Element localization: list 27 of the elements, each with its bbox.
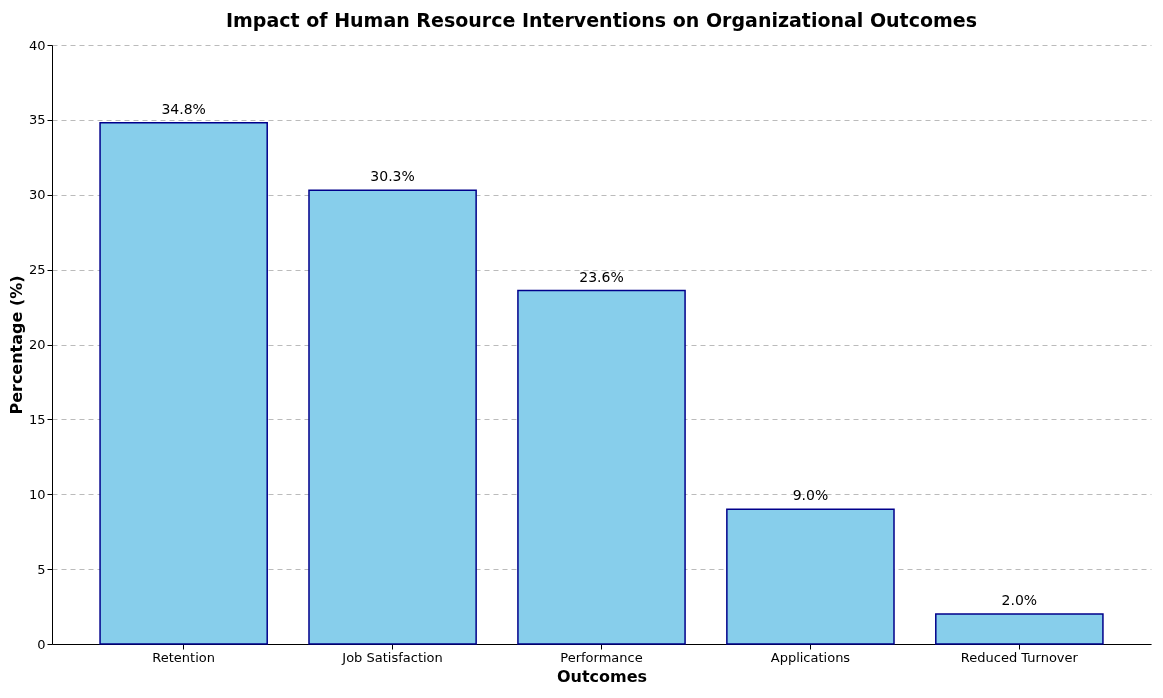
y-tick-label: 30 <box>28 187 46 203</box>
data-label: 9.0% <box>792 487 829 504</box>
y-tick-label: 10 <box>28 486 46 502</box>
bar <box>99 122 268 645</box>
data-label: 2.0% <box>1001 592 1038 609</box>
y-tick-label: 5 <box>37 561 46 577</box>
y-tick-label: 25 <box>28 262 46 278</box>
x-tick-label: Job Satisfaction <box>341 649 443 665</box>
bar <box>308 189 477 645</box>
y-tick-label: 40 <box>28 37 46 53</box>
y-tick-label: 15 <box>28 411 46 427</box>
bar <box>517 289 686 645</box>
chart-title: Impact of Human Resource Interventions on Organizational Outcomes <box>226 9 977 31</box>
x-tick-label: Performance <box>560 649 643 665</box>
x-tick-label: Reduced Turnover <box>960 649 1079 665</box>
data-label: 34.8% <box>161 100 206 117</box>
bar <box>935 613 1104 645</box>
x-tick-label: Retention <box>152 649 215 665</box>
y-tick-label: 20 <box>28 337 46 352</box>
x-tick-label: Applications <box>770 649 851 665</box>
y-tick-label: 0 <box>37 636 46 652</box>
y-axis-title: Percentage (%) <box>6 275 26 415</box>
data-label: 30.3% <box>370 168 415 185</box>
data-label: 23.6% <box>579 268 624 285</box>
x-axis-title: Outcomes <box>556 666 648 686</box>
bar <box>726 508 895 645</box>
y-tick-label: 35 <box>28 112 46 128</box>
